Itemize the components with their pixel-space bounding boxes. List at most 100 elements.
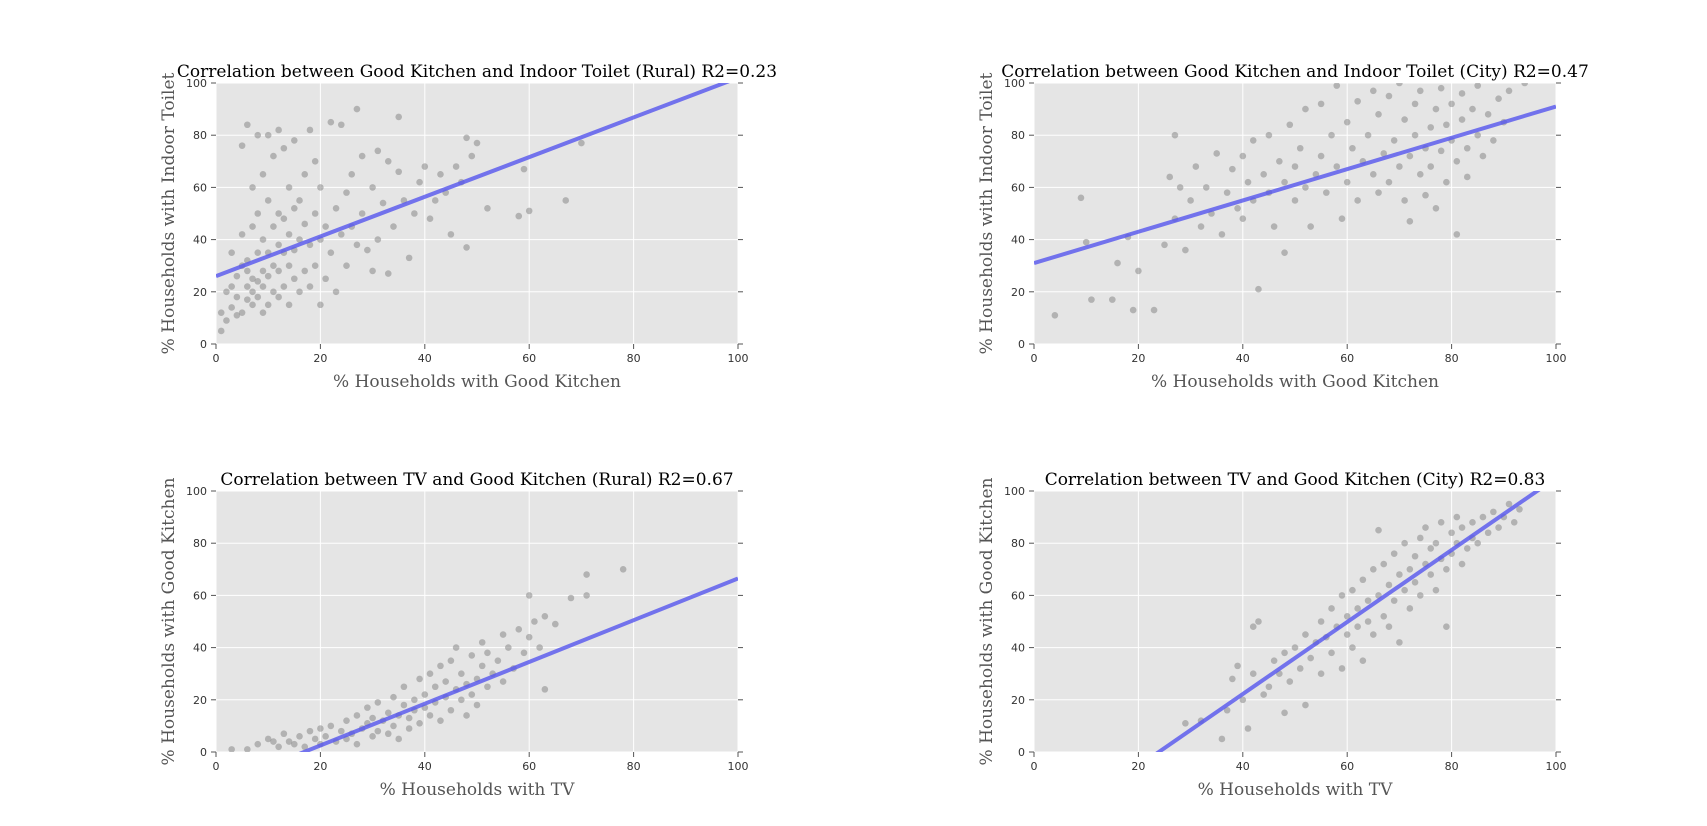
data-point: [1343, 631, 1351, 638]
fit-line: [216, 83, 730, 279]
data-point: [1448, 100, 1455, 108]
data-point: [301, 743, 309, 751]
data-point: [369, 267, 376, 275]
data-point: [452, 163, 460, 170]
data-point: [1411, 552, 1419, 560]
x-tick-label: 60: [1340, 760, 1354, 773]
data-point: [1443, 566, 1450, 573]
data-point: [1422, 524, 1429, 531]
data-point: [275, 241, 282, 249]
data-point: [374, 147, 382, 155]
data-point: [583, 592, 590, 599]
data-point: [1411, 100, 1419, 108]
data-point: [1427, 545, 1435, 552]
data-point: [1114, 259, 1121, 267]
x-tick-label: 100: [1546, 352, 1567, 365]
data-point: [1166, 173, 1174, 181]
data-point: [1281, 709, 1288, 717]
data-point: [369, 733, 376, 740]
data-point: [317, 184, 324, 191]
data-point: [249, 184, 256, 191]
data-point: [1364, 131, 1372, 139]
data-point: [1213, 150, 1220, 157]
data-point: [275, 267, 282, 275]
data-point: [249, 223, 256, 230]
data-point: [358, 210, 366, 217]
data-point: [1302, 105, 1309, 113]
y-tick-label: 100: [186, 77, 207, 90]
data-point: [1249, 137, 1257, 144]
x-axis-label: % Households with Good Kitchen: [333, 372, 621, 392]
data-point: [1416, 534, 1424, 542]
data-point: [228, 304, 235, 311]
data-point: [1401, 116, 1408, 123]
data-point: [1239, 152, 1247, 160]
y-tick-label: 20: [193, 694, 207, 707]
data-point: [484, 683, 491, 691]
data-point: [1375, 189, 1382, 196]
data-point: [1317, 152, 1325, 160]
data-point: [1432, 586, 1440, 594]
y-tick-label: 40: [193, 234, 207, 247]
data-point: [1437, 519, 1445, 526]
data-point: [228, 249, 235, 256]
data-point: [562, 197, 570, 204]
data-point: [270, 738, 277, 745]
data-point: [244, 746, 251, 752]
data-point: [369, 714, 376, 722]
fit-line: [1034, 104, 1556, 266]
y-tick-label: 100: [1004, 485, 1025, 498]
data-point: [1406, 605, 1414, 612]
data-point: [233, 293, 241, 301]
data-point: [311, 735, 319, 743]
data-point: [1385, 92, 1393, 100]
data-point: [1182, 246, 1189, 254]
data-point: [1505, 500, 1513, 508]
data-point: [264, 197, 272, 204]
data-point: [291, 740, 298, 748]
data-point: [1291, 163, 1299, 170]
x-tick-label: 40: [1236, 352, 1250, 365]
data-point: [264, 301, 272, 309]
data-point: [520, 165, 528, 173]
data-point: [291, 137, 298, 144]
data-point: [1422, 191, 1429, 199]
data-point: [291, 204, 298, 212]
data-point: [421, 163, 429, 170]
data-point: [468, 652, 476, 659]
data-point: [254, 293, 262, 301]
data-point: [1474, 83, 1481, 89]
data-point: [1370, 87, 1377, 95]
data-point: [353, 105, 361, 113]
y-tick-label: 0: [200, 746, 207, 759]
data-point: [1411, 579, 1419, 586]
data-point: [244, 121, 251, 129]
data-point: [1437, 147, 1445, 155]
data-point: [1510, 519, 1518, 526]
data-point: [1432, 204, 1440, 212]
data-point: [217, 309, 225, 316]
y-tick-label: 40: [1011, 642, 1025, 655]
data-point: [515, 626, 523, 633]
data-point: [437, 717, 444, 724]
data-point: [452, 644, 460, 651]
data-point: [1286, 678, 1294, 685]
data-point: [238, 309, 246, 316]
data-point: [1370, 566, 1377, 573]
data-point: [233, 272, 241, 280]
plot-area: [1034, 491, 1556, 752]
data-point: [1359, 576, 1367, 584]
x-tick-label: 80: [1445, 352, 1459, 365]
data-point: [395, 735, 403, 743]
data-point: [395, 168, 403, 176]
data-point: [317, 725, 324, 732]
data-point: [285, 184, 293, 191]
data-point: [468, 691, 476, 698]
y-axis-label: % Households with Indoor Toilet: [977, 72, 997, 354]
chart-title: Correlation between Good Kitchen and Ind…: [177, 62, 777, 82]
data-point: [1364, 618, 1372, 625]
data-point: [416, 178, 423, 186]
y-tick-label: 100: [186, 485, 207, 498]
data-point: [291, 275, 298, 283]
data-point: [337, 727, 345, 735]
